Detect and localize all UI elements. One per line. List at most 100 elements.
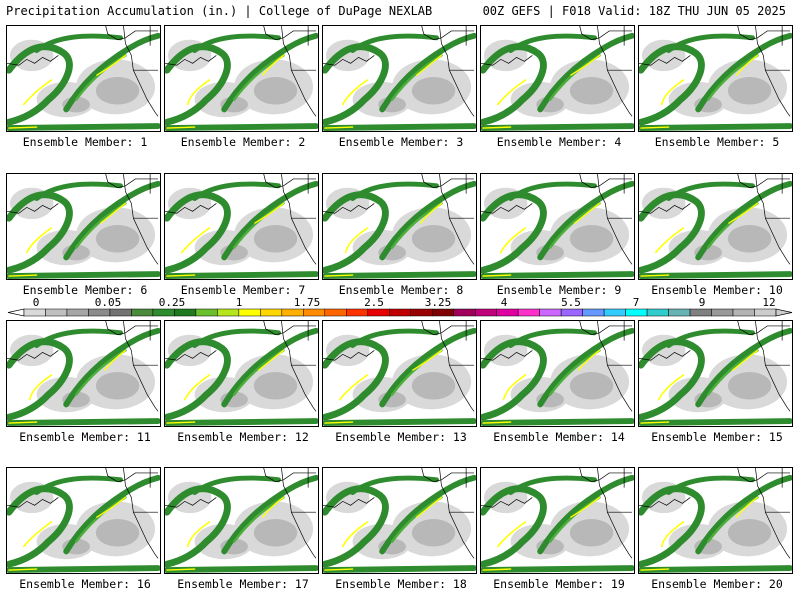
ensemble-member-label: Ensemble Member: 10	[651, 283, 783, 297]
colorbar-swatch	[539, 308, 562, 317]
colorbar-swatch	[23, 308, 46, 317]
colorbar-swatch	[45, 308, 68, 317]
ensemble-member-panel	[480, 173, 635, 280]
colorbar-swatch	[88, 308, 111, 317]
colorbar-swatches	[7, 308, 793, 317]
ensemble-member-label: Ensemble Member: 11	[19, 430, 151, 444]
colorbar-swatch	[517, 308, 540, 317]
ensemble-member-panel	[322, 320, 477, 427]
ensemble-member-panel	[164, 467, 319, 574]
colorbar-tick-label: 0.25	[159, 296, 186, 309]
precip-bands	[7, 474, 160, 573]
colorbar-swatch	[431, 308, 454, 317]
ensemble-member-panel	[6, 25, 161, 132]
colorbar-swatch	[324, 308, 347, 317]
map-boundaries	[7, 321, 159, 412]
ensemble-member-panel	[638, 320, 793, 427]
map-boundaries	[323, 321, 475, 412]
colorbar-swatch	[389, 308, 411, 317]
colorbar-tick-label: 5.5	[561, 296, 581, 309]
precip-bands	[639, 474, 792, 573]
ensemble-member-label: Ensemble Member: 1	[22, 135, 148, 149]
precip-bands	[639, 32, 792, 131]
precip-map	[639, 26, 792, 131]
ensemble-member-panel	[322, 467, 477, 574]
ensemble-member-panel	[480, 320, 635, 427]
colorbar-swatch	[560, 308, 583, 317]
colorbar-tick-label: 3.25	[425, 296, 452, 309]
ensemble-member-label: Ensemble Member: 15	[651, 430, 783, 444]
colorbar-swatch	[625, 308, 648, 317]
colorbar-swatch	[689, 308, 712, 317]
map-boundaries	[323, 468, 475, 559]
colorbar-swatch	[66, 308, 89, 317]
colorbar-tick-label: 7	[633, 296, 640, 309]
colorbar-left-arrow	[7, 308, 25, 317]
precip-map	[639, 468, 792, 573]
ensemble-member-label: Ensemble Member: 17	[177, 577, 309, 591]
ensemble-member-panel	[6, 467, 161, 574]
colorbar-swatch	[281, 308, 304, 317]
precip-map	[639, 174, 792, 279]
colorbar-swatch	[711, 308, 734, 317]
precip-bands	[7, 180, 160, 279]
light-precip-field	[483, 39, 630, 118]
precip-bands	[323, 180, 476, 279]
precip-bands	[481, 327, 634, 426]
map-boundaries	[165, 321, 317, 412]
precip-map	[639, 321, 792, 426]
map-boundaries	[165, 174, 317, 265]
ensemble-member-label: Ensemble Member: 16	[19, 577, 151, 591]
ensemble-member-label: Ensemble Member: 7	[180, 283, 306, 297]
precip-map	[165, 174, 318, 279]
precip-map	[481, 321, 634, 426]
precip-bands	[165, 327, 318, 426]
ensemble-member-panel	[6, 320, 161, 427]
colorbar-tick-label: 2.5	[364, 296, 384, 309]
colorbar-swatch	[238, 308, 261, 317]
precip-map	[7, 174, 160, 279]
colorbar-swatch	[152, 308, 175, 317]
precip-map	[323, 468, 476, 573]
precip-map	[165, 26, 318, 131]
ensemble-member-label: Ensemble Member: 4	[496, 135, 622, 149]
precip-map	[7, 26, 160, 131]
precip-bands	[7, 327, 160, 426]
precip-bands	[481, 180, 634, 279]
precip-bands	[323, 474, 476, 573]
colorbar-tick-label: 0	[33, 296, 40, 309]
map-boundaries	[481, 174, 633, 265]
ensemble-member-panel	[322, 25, 477, 132]
colorbar-tick-label: 0.05	[95, 296, 122, 309]
colorbar-swatch	[474, 308, 497, 317]
map-boundaries	[481, 321, 633, 412]
map-boundaries	[165, 468, 317, 559]
precip-map	[481, 468, 634, 573]
colorbar-tick-label: 1.75	[294, 296, 321, 309]
colorbar-swatch	[109, 308, 132, 317]
colorbar-swatch	[217, 308, 240, 317]
colorbar-swatch	[582, 308, 605, 317]
precip-map	[165, 321, 318, 426]
model-run-info: 00Z GEFS | F018 Valid: 18Z THU JUN 05 20…	[482, 4, 786, 18]
ensemble-member-label: Ensemble Member: 19	[493, 577, 625, 591]
ensemble-member-panel	[164, 25, 319, 132]
ensemble-member-panel	[164, 320, 319, 427]
precip-map	[7, 321, 160, 426]
ensemble-member-panel	[480, 25, 635, 132]
colorbar-swatch	[668, 308, 691, 317]
ensemble-member-panel	[638, 173, 793, 280]
ensemble-member-label: Ensemble Member: 2	[180, 135, 306, 149]
map-boundaries	[7, 174, 159, 265]
colorbar-swatch	[303, 308, 326, 317]
map-boundaries	[639, 321, 791, 412]
precip-bands	[639, 180, 792, 279]
map-boundaries	[7, 468, 159, 559]
ensemble-member-panel	[638, 25, 793, 132]
colorbar-tick-label: 12	[762, 296, 775, 309]
colorbar-right-arrow	[775, 308, 793, 317]
ensemble-member-label: Ensemble Member: 13	[335, 430, 467, 444]
precip-bands	[639, 327, 792, 426]
map-title: Precipitation Accumulation (in.) | Colle…	[6, 4, 433, 18]
colorbar-swatch	[732, 308, 755, 317]
